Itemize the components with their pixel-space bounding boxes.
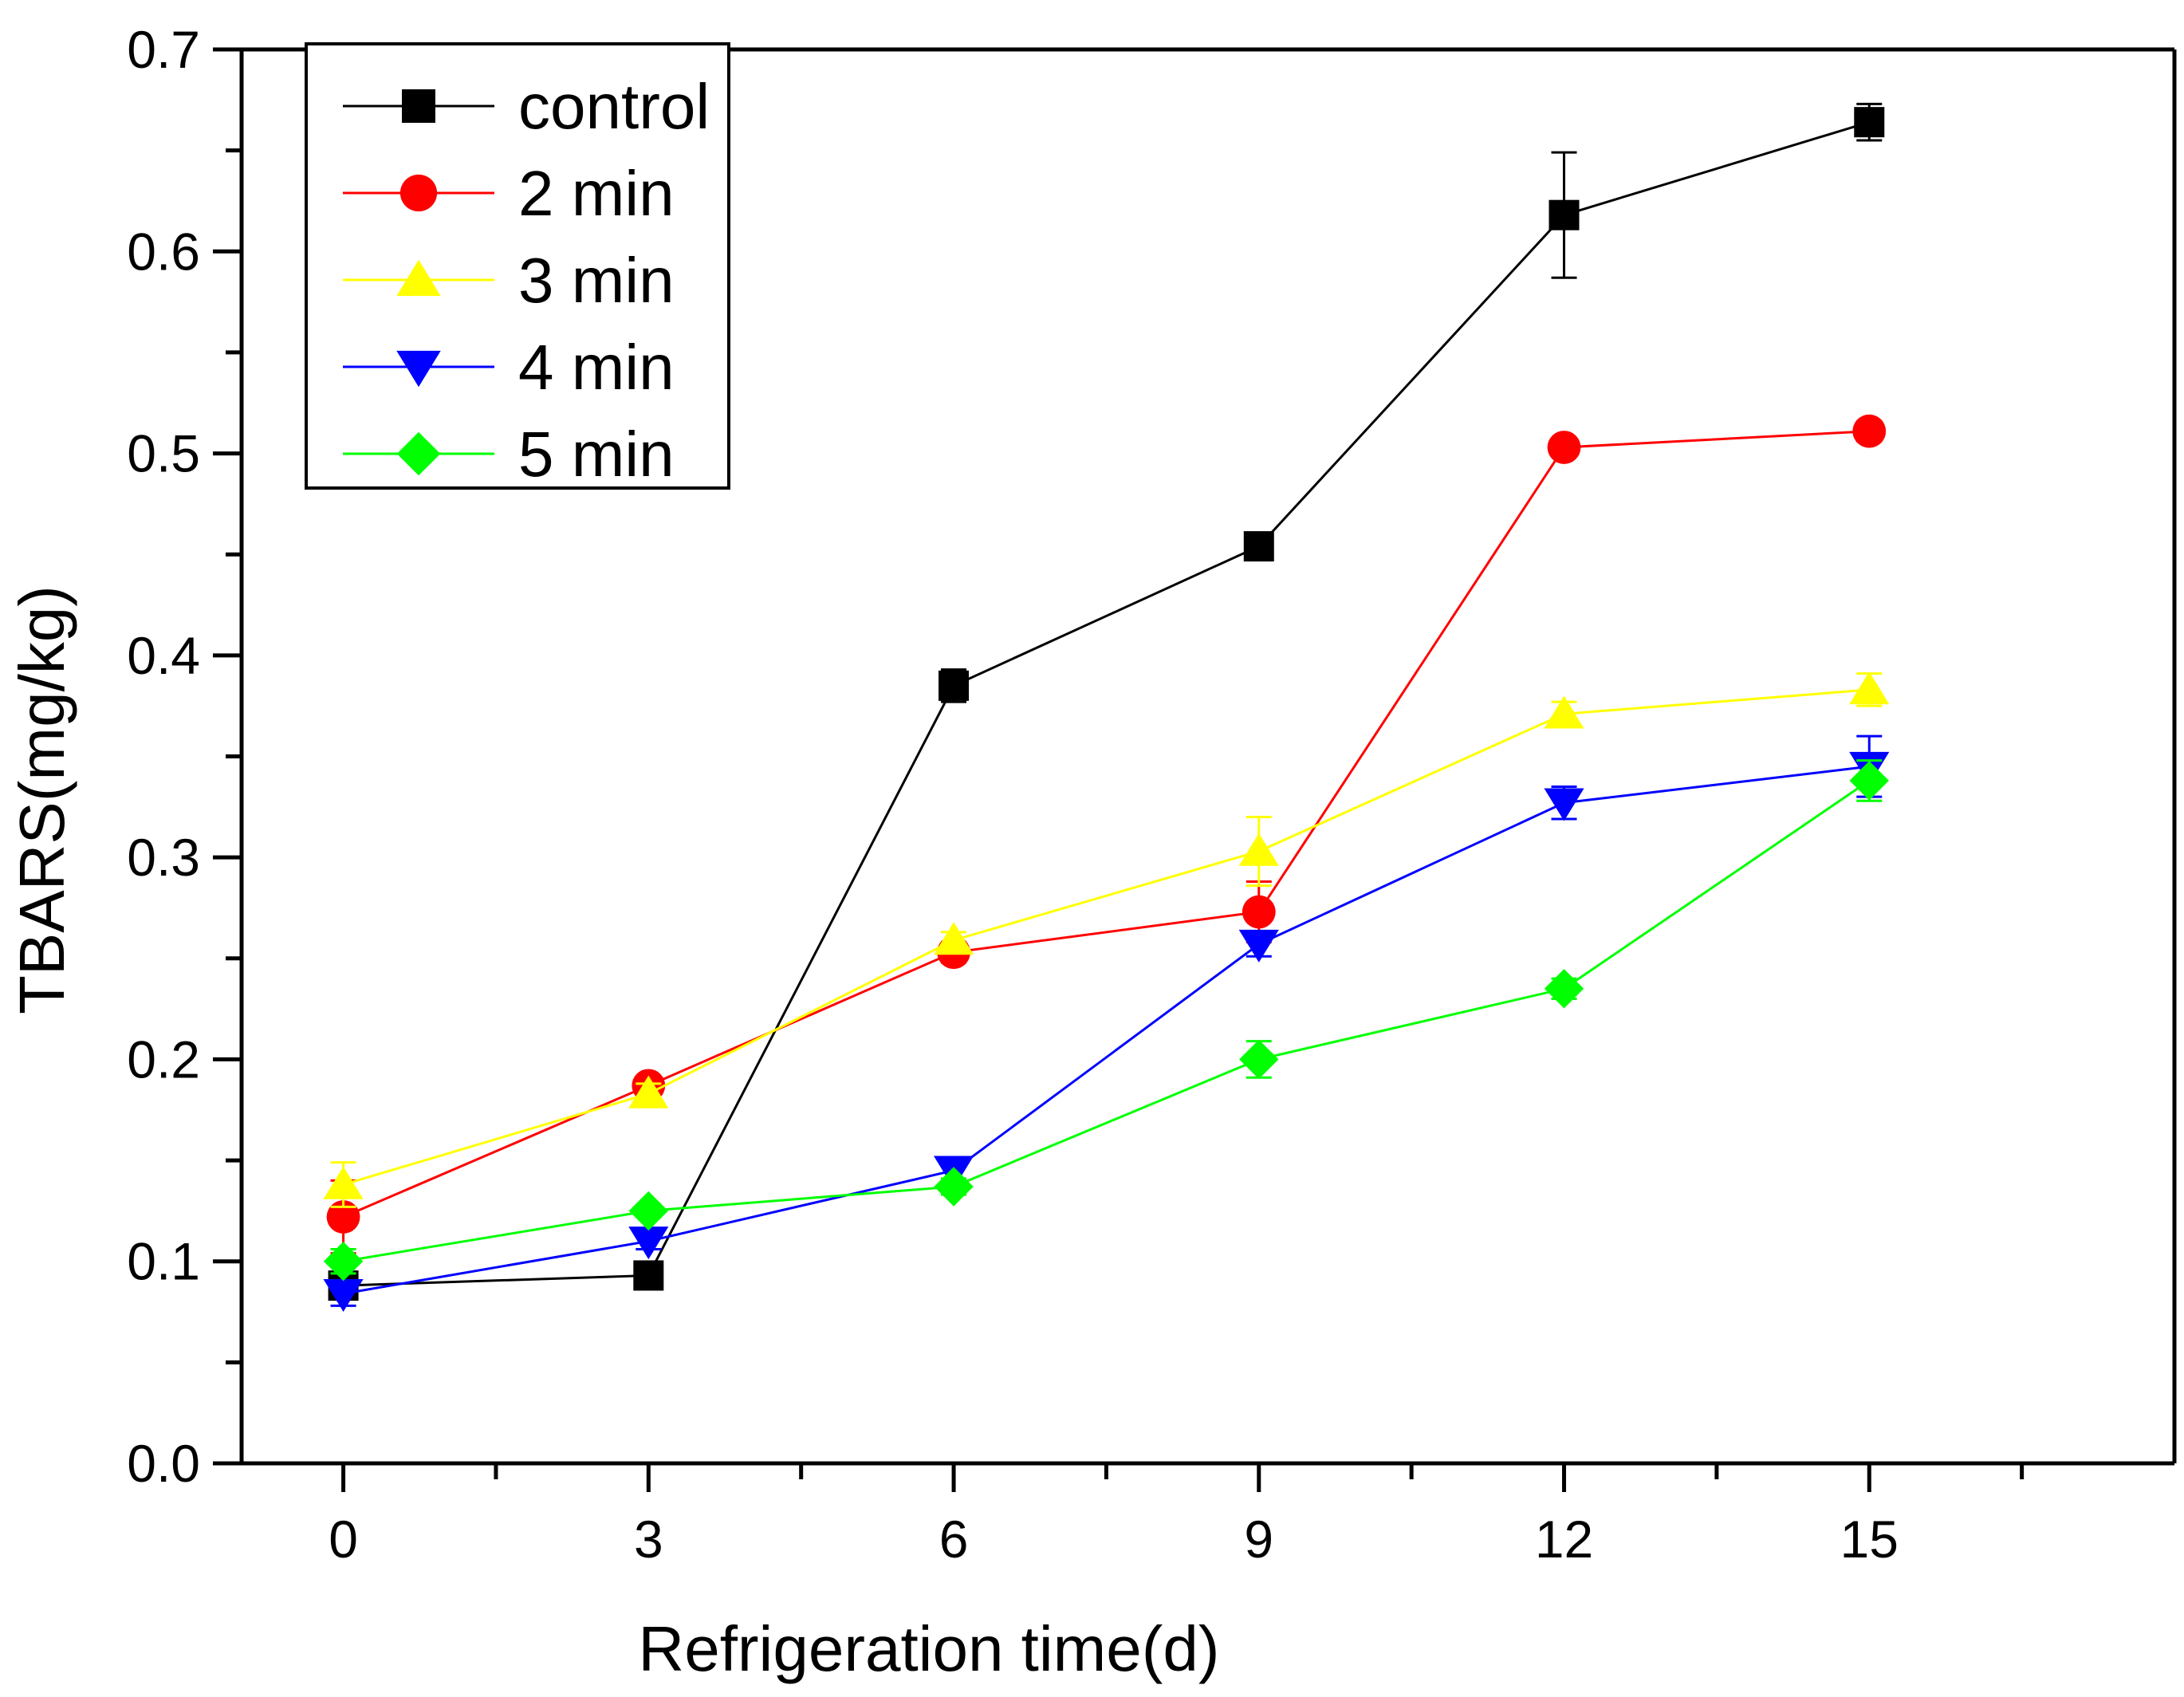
x-tick-label: 3	[634, 1510, 663, 1569]
data-point	[1547, 431, 1581, 464]
x-axis-title: Refrigeration time(d)	[638, 1613, 1219, 1684]
series-5-min	[323, 759, 1889, 1282]
data-point	[1849, 671, 1890, 705]
legend-swatch-marker	[399, 174, 438, 212]
y-tick-label: 0.2	[127, 1030, 200, 1089]
series-line	[343, 765, 1870, 1295]
series-2-min	[326, 414, 1887, 1255]
data-point	[1854, 107, 1885, 138]
legend-swatch-marker	[402, 89, 435, 123]
legend-swatch-marker	[396, 431, 441, 476]
data-point	[323, 1279, 364, 1313]
data-point	[1548, 199, 1580, 230]
data-point	[628, 1075, 669, 1108]
series-line	[343, 120, 1870, 1287]
data-point	[1852, 414, 1887, 448]
data-point	[1544, 788, 1584, 821]
series-layer	[323, 102, 1890, 1313]
legend-label: control	[518, 71, 710, 142]
y-tick-label: 0.0	[127, 1434, 200, 1493]
legend-label: 2 min	[518, 158, 675, 229]
data-point	[1238, 833, 1279, 866]
data-point	[1243, 531, 1274, 562]
data-point	[933, 922, 974, 955]
data-point	[326, 1200, 360, 1234]
data-point	[628, 1191, 669, 1231]
legend-label: 4 min	[518, 332, 675, 403]
data-point	[628, 1226, 669, 1260]
legend-swatch-marker	[396, 259, 441, 297]
data-point	[934, 1167, 974, 1207]
data-point	[1242, 895, 1276, 929]
x-tick-label: 9	[1244, 1510, 1273, 1569]
legend-label: 5 min	[518, 419, 675, 490]
y-tick-label: 0.3	[127, 828, 200, 887]
data-point	[1238, 929, 1279, 963]
data-point	[1544, 695, 1584, 729]
y-tick-label: 0.6	[127, 222, 200, 281]
y-tick-label: 0.4	[127, 626, 200, 685]
legend-label: 3 min	[518, 245, 675, 316]
y-axis-title: TBARS(mg/kg)	[6, 585, 77, 1014]
series-line	[343, 688, 1870, 1186]
data-point	[1544, 969, 1584, 1009]
y-tick-label: 0.1	[127, 1232, 200, 1291]
series-3-min	[323, 671, 1890, 1208]
series-4-min	[323, 734, 1890, 1313]
series-line	[343, 779, 1871, 1263]
legend-box	[305, 42, 730, 490]
legend: control 2 min 3 min 4 min 5 min	[305, 42, 730, 490]
data-point	[323, 1166, 364, 1199]
data-point	[1849, 761, 1889, 801]
data-point	[633, 1260, 664, 1291]
data-point	[1239, 1039, 1279, 1080]
data-point	[939, 670, 970, 701]
data-point	[323, 1242, 364, 1282]
x-tick-label: 0	[329, 1510, 358, 1569]
series-line	[342, 430, 1870, 1219]
y-tick-label: 0.5	[127, 424, 200, 483]
legend-swatch-marker	[396, 350, 441, 388]
y-tick-label: 0.7	[127, 20, 200, 79]
x-tick-label: 12	[1535, 1510, 1593, 1569]
x-tick-label: 15	[1840, 1510, 1899, 1569]
x-tick-label: 6	[939, 1510, 969, 1569]
